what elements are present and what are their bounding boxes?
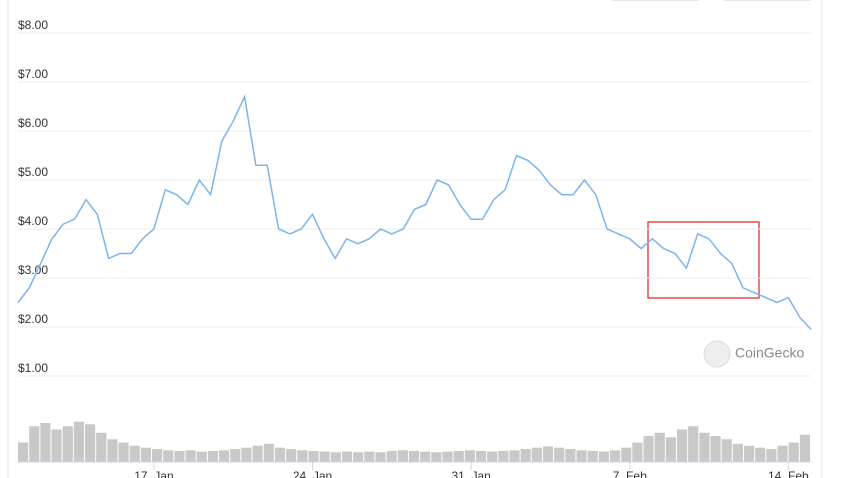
volume-bar [587, 450, 598, 462]
volume-bar [263, 443, 274, 462]
volume-bar [743, 445, 755, 462]
x-tick-label: 17. Jan [134, 469, 173, 478]
y-tick-label: $8.00 [18, 18, 48, 32]
volume-bar [453, 450, 464, 462]
volume-bar [721, 439, 732, 462]
volume-bar [475, 450, 487, 462]
y-tick-label: $7.00 [18, 67, 48, 81]
volume-bar [766, 449, 777, 462]
x-tick-label: 24. Jan [293, 469, 332, 478]
volume-bar [51, 429, 62, 462]
x-tick-label: 7. Feb [613, 469, 647, 478]
volume-bar [676, 429, 688, 462]
y-tick-label: $5.00 [18, 165, 48, 179]
volume-bar [230, 449, 241, 462]
volume-bar [643, 436, 654, 462]
volume-bar [62, 426, 73, 462]
volume-bar [442, 451, 453, 462]
volume-bar [598, 451, 609, 462]
volume-bar [308, 450, 319, 462]
volume-bar [319, 451, 330, 462]
y-tick-label: $2.00 [18, 312, 48, 326]
volume-bar [408, 450, 420, 462]
volume-bar [710, 436, 721, 462]
volume-bar [621, 447, 632, 462]
volume-bar [788, 442, 799, 462]
volume-bar [576, 450, 587, 462]
volume-bar [196, 451, 207, 462]
volume-bar [755, 447, 766, 462]
volume-bar [531, 447, 542, 462]
volume-bar [118, 442, 129, 462]
volume-bar [565, 449, 576, 462]
volume-bar [799, 434, 810, 462]
volume-bar [777, 445, 788, 462]
volume-bar [96, 432, 107, 462]
volume-bar [18, 442, 29, 462]
x-tick-label: 14. Feb [768, 469, 809, 478]
volume-bar [542, 446, 554, 462]
volume-bar [364, 451, 375, 462]
volume-bar [241, 447, 252, 462]
volume-bar [520, 449, 531, 462]
volume-bar [341, 451, 353, 462]
volume-bar [152, 449, 163, 462]
volume-bar [274, 447, 286, 462]
volume-bar [554, 447, 565, 462]
watermark: CoinGecko [703, 340, 804, 368]
volume-bar [688, 426, 699, 462]
volume-bar [107, 439, 118, 462]
volume-bar [665, 437, 676, 462]
price-line [17, 94, 812, 330]
volume-bar [219, 450, 230, 462]
volume-bar [286, 449, 297, 462]
volume-bar [73, 421, 85, 462]
highlight-box [647, 221, 760, 299]
volume-bar [699, 432, 710, 462]
y-tick-label: $6.00 [18, 116, 48, 130]
volume-bar [129, 445, 140, 462]
volume-bar [85, 424, 96, 462]
y-tick-label: $4.00 [18, 214, 48, 228]
volume-bar [509, 450, 520, 462]
volume-bar [386, 450, 397, 462]
volume-bar [174, 450, 185, 462]
volume-bar [498, 450, 509, 462]
volume-bar [185, 450, 196, 462]
volume-bar [207, 450, 219, 462]
watermark-text: CoinGecko [735, 345, 804, 361]
volume-bar [29, 426, 40, 462]
volume-bar [140, 447, 152, 462]
volume-bar [609, 450, 621, 462]
watermark-logo [703, 340, 731, 368]
volume-bar [732, 443, 743, 462]
volume-bar [252, 445, 263, 462]
volume-bar [632, 442, 643, 462]
volume-bar [487, 451, 498, 462]
volume-bar [431, 452, 442, 462]
y-tick-label: $1.00 [18, 361, 48, 375]
x-tick-label: 31. Jan [451, 469, 490, 478]
volume-bar [353, 452, 364, 462]
volume-bar [397, 450, 408, 462]
volume-bar [464, 450, 475, 462]
volume-bar [654, 432, 665, 462]
volume-bar [40, 423, 51, 462]
volume-bar [163, 450, 174, 462]
volume-bar [330, 452, 341, 462]
volume-bar [297, 450, 308, 462]
volume-bar [420, 451, 431, 462]
y-tick-label: $3.00 [18, 263, 48, 277]
volume-bar [375, 452, 386, 462]
